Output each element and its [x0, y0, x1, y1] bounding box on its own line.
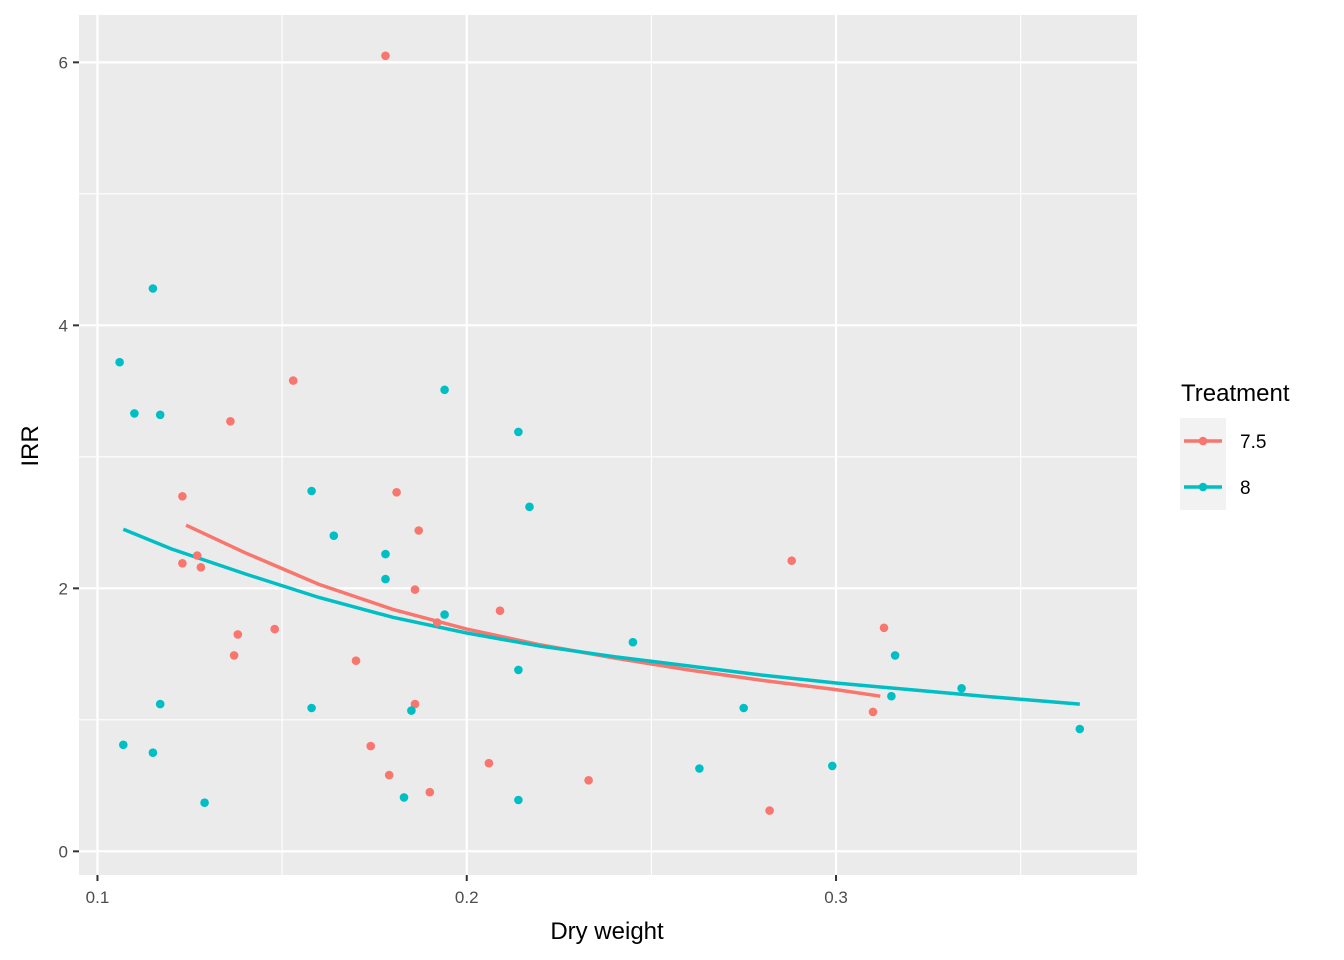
x-tick-label: 0.1	[86, 888, 110, 907]
data-point-7-5	[879, 623, 889, 633]
legend-label: 7.5	[1240, 432, 1266, 453]
data-point-8	[440, 610, 449, 619]
x-axis: 0.1 0.2 0.3	[86, 875, 848, 907]
legend-keys: 7.58	[1180, 418, 1266, 510]
data-point-7-5	[192, 551, 202, 560]
y-axis: 0 2 4 6	[59, 53, 79, 861]
data-point-8	[148, 748, 158, 757]
data-point-8	[828, 761, 837, 771]
data-point-7-5	[288, 376, 298, 385]
data-point-8	[739, 703, 748, 713]
y-tick-label: 6	[59, 53, 68, 72]
data-point-8	[440, 385, 449, 395]
data-point-8	[887, 691, 896, 701]
data-point-8	[407, 706, 416, 715]
data-point-8	[628, 637, 638, 647]
data-point-7-5	[425, 787, 435, 797]
data-point-7-5	[178, 559, 187, 568]
data-point-8	[695, 764, 704, 773]
data-point-7-5	[410, 585, 420, 594]
x-axis-title: Dry weight	[550, 918, 664, 945]
plot-panel	[79, 15, 1137, 875]
fit-lines	[122, 523, 1080, 706]
data-point-7-5	[584, 776, 593, 785]
legend-key-point	[1198, 436, 1208, 446]
major-gridlines	[79, 15, 1137, 875]
x-tick-label: 0.2	[455, 888, 479, 907]
y-tick-label: 0	[59, 842, 68, 861]
data-point-8	[890, 651, 900, 660]
data-point-7-5	[410, 699, 420, 709]
data-point-8	[307, 703, 316, 713]
data-point-8	[115, 357, 124, 367]
x-tick-label: 0.3	[824, 888, 848, 907]
y-tick-label: 2	[59, 579, 68, 598]
data-point-7-5	[381, 51, 390, 61]
data-point-8	[329, 531, 339, 540]
data-point-7-5	[351, 656, 361, 665]
data-point-7-5	[196, 563, 206, 572]
data-point-8	[514, 795, 523, 805]
data-point-8	[381, 574, 390, 584]
data-point-8	[1075, 724, 1085, 734]
data-point-8	[957, 684, 966, 693]
data-point-7-5	[392, 488, 401, 497]
data-point-8	[381, 549, 390, 559]
data-point-7-5	[495, 606, 505, 615]
y-tick-label: 4	[59, 316, 68, 335]
data-point-7-5	[366, 741, 376, 751]
data-point-8	[155, 699, 165, 709]
data-point-8	[514, 665, 523, 675]
legend-title: Treatment	[1181, 380, 1290, 407]
minor-gridlines	[79, 15, 1137, 875]
data-point-7-5	[765, 806, 774, 815]
data-point-7-5	[229, 651, 239, 660]
data-point-8	[130, 409, 139, 418]
data-point-8	[155, 410, 165, 420]
data-point-8	[399, 793, 409, 802]
data-point-7-5	[233, 630, 243, 639]
data-points	[115, 51, 1085, 815]
data-point-8	[119, 740, 128, 750]
fit-line-8	[122, 527, 1080, 706]
data-point-7-5	[868, 707, 878, 717]
legend: Treatment 7.58	[1180, 380, 1290, 510]
data-point-8	[200, 798, 209, 807]
data-point-8	[525, 502, 534, 512]
data-point-7-5	[178, 492, 187, 501]
y-axis-title: IRR	[17, 425, 44, 466]
legend-label: 8	[1240, 478, 1251, 499]
data-point-7-5	[484, 758, 494, 768]
legend-key-point	[1198, 482, 1208, 492]
data-point-7-5	[270, 624, 280, 634]
data-point-7-5	[787, 556, 796, 565]
data-point-8	[514, 427, 523, 437]
data-point-7-5	[226, 417, 235, 426]
data-point-8	[307, 486, 316, 496]
data-point-7-5	[414, 526, 424, 535]
data-point-7-5	[384, 770, 394, 780]
data-point-8	[148, 284, 158, 293]
data-point-7-5	[432, 618, 442, 627]
